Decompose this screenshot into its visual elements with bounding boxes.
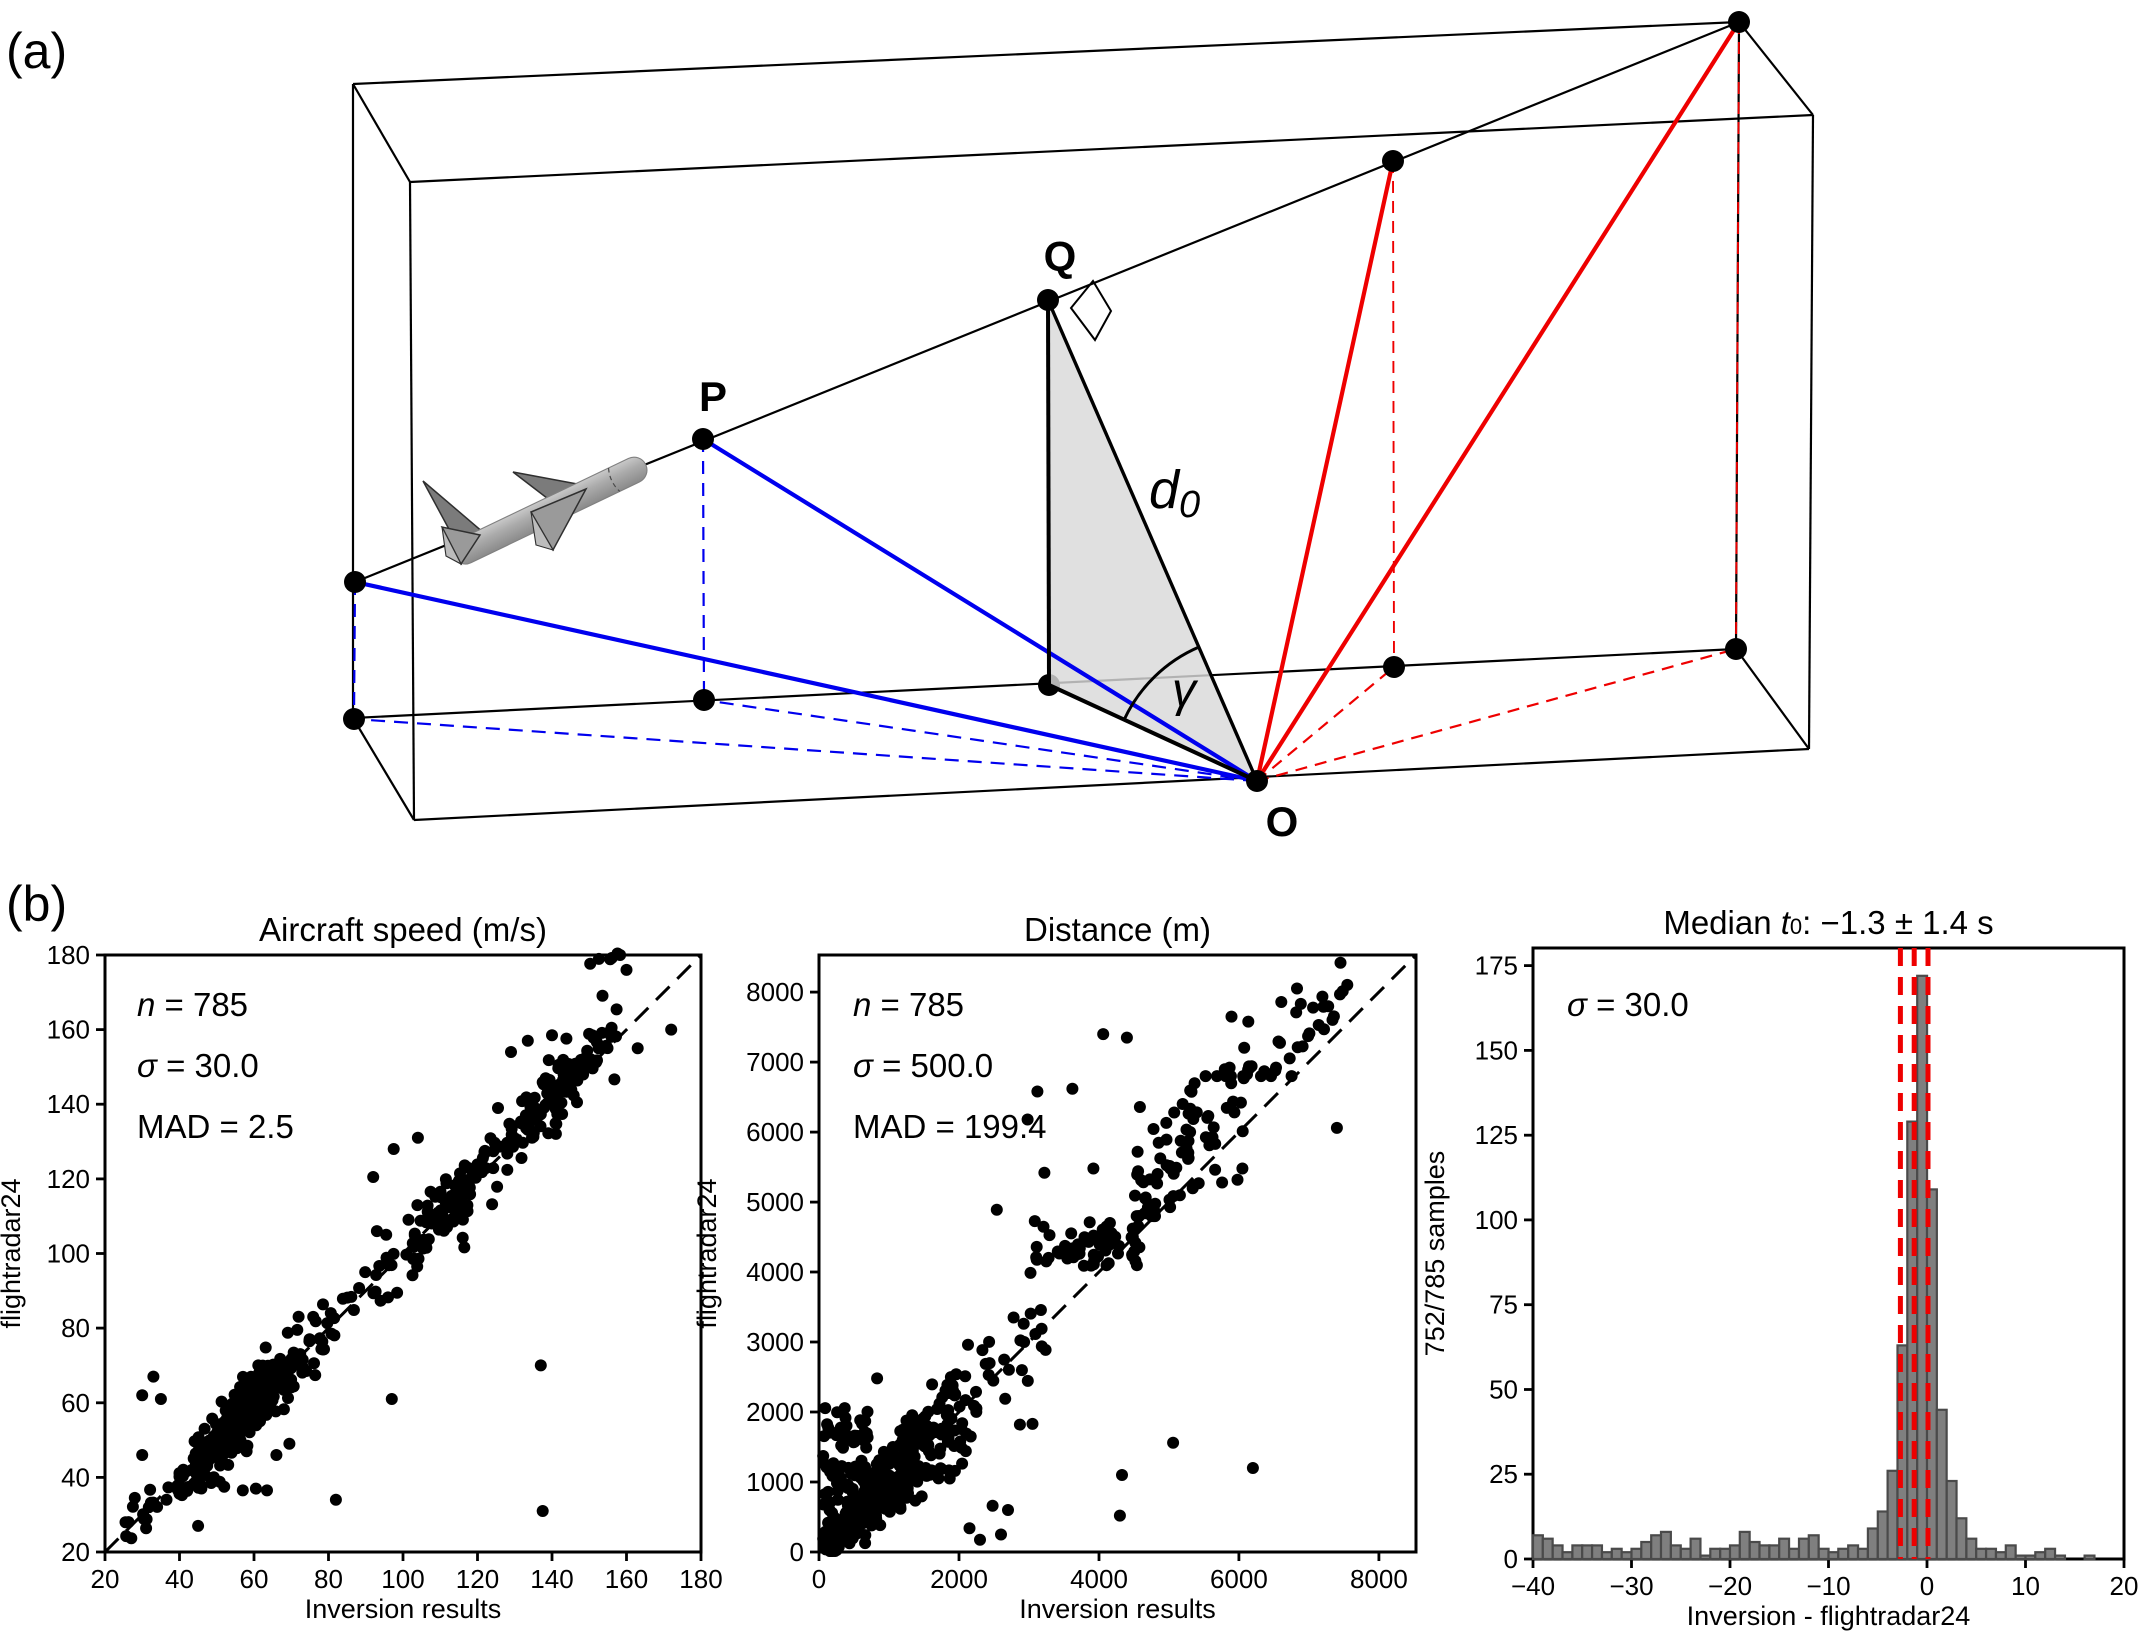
svg-text:MAD = 2.5: MAD = 2.5 [137, 1108, 294, 1145]
svg-text:0: 0 [1920, 1571, 1934, 1601]
svg-text:MAD = 199.4: MAD = 199.4 [853, 1108, 1047, 1145]
svg-text:8000: 8000 [1350, 1564, 1408, 1594]
svg-text:flightradar24: flightradar24 [692, 1178, 722, 1328]
svg-text:50: 50 [1489, 1375, 1518, 1405]
svg-text:20: 20 [61, 1537, 90, 1567]
svg-text:752/785 samples: 752/785 samples [1420, 1151, 1450, 1357]
svg-text:5000: 5000 [746, 1187, 804, 1217]
svg-text:(a): (a) [6, 23, 67, 79]
svg-text:Inversion results: Inversion results [305, 1594, 502, 1624]
svg-text:120: 120 [456, 1564, 499, 1594]
svg-text:4000: 4000 [1070, 1564, 1128, 1594]
svg-text:−20: −20 [1708, 1571, 1752, 1601]
svg-text:100: 100 [47, 1239, 90, 1269]
svg-text:20: 20 [2110, 1571, 2139, 1601]
svg-text:−30: −30 [1609, 1571, 1653, 1601]
svg-text:0: 0 [1504, 1544, 1518, 1574]
svg-text:100: 100 [381, 1564, 424, 1594]
svg-text:6000: 6000 [1210, 1564, 1268, 1594]
svg-text:Q: Q [1044, 233, 1077, 280]
svg-text:7000: 7000 [746, 1047, 804, 1077]
svg-text:6000: 6000 [746, 1117, 804, 1147]
svg-text:Inversion - flightradar24: Inversion - flightradar24 [1687, 1601, 1971, 1631]
svg-text:σ = 30.0: σ = 30.0 [137, 1047, 259, 1084]
svg-text:80: 80 [314, 1564, 343, 1594]
svg-text:0: 0 [812, 1564, 826, 1594]
svg-text:180: 180 [47, 940, 90, 970]
svg-text:75: 75 [1489, 1290, 1518, 1320]
svg-text:flightradar24: flightradar24 [0, 1178, 26, 1328]
svg-text:80: 80 [61, 1313, 90, 1343]
svg-text:175: 175 [1475, 951, 1518, 981]
svg-text:d0: d0 [1149, 460, 1200, 526]
svg-text:Median t0: −1.3 ± 1.4 s: Median t0: −1.3 ± 1.4 s [1663, 904, 1993, 941]
svg-text:3000: 3000 [746, 1327, 804, 1357]
svg-text:60: 60 [61, 1388, 90, 1418]
svg-text:120: 120 [47, 1164, 90, 1194]
svg-text:σ = 30.0: σ = 30.0 [1567, 986, 1689, 1023]
svg-text:0: 0 [790, 1537, 804, 1567]
svg-text:60: 60 [240, 1564, 269, 1594]
svg-text:150: 150 [1475, 1035, 1518, 1065]
svg-text:2000: 2000 [746, 1397, 804, 1427]
svg-text:40: 40 [61, 1462, 90, 1492]
svg-text:100: 100 [1475, 1205, 1518, 1235]
svg-text:25: 25 [1489, 1459, 1518, 1489]
svg-text:O: O [1266, 798, 1299, 845]
svg-text:140: 140 [530, 1564, 573, 1594]
svg-text:125: 125 [1475, 1120, 1518, 1150]
svg-text:160: 160 [605, 1564, 648, 1594]
svg-text:Aircraft speed (m/s): Aircraft speed (m/s) [259, 911, 547, 948]
svg-text:Distance (m): Distance (m) [1024, 911, 1211, 948]
svg-text:160: 160 [47, 1015, 90, 1045]
svg-text:8000: 8000 [746, 977, 804, 1007]
svg-text:1000: 1000 [746, 1467, 804, 1497]
svg-text:(b): (b) [6, 876, 67, 932]
svg-text:2000: 2000 [930, 1564, 988, 1594]
svg-text:20: 20 [91, 1564, 120, 1594]
svg-text:140: 140 [47, 1089, 90, 1119]
svg-text:γ: γ [1172, 664, 1199, 717]
svg-text:180: 180 [679, 1564, 722, 1594]
svg-text:Inversion results: Inversion results [1019, 1594, 1216, 1624]
svg-text:P: P [699, 373, 727, 420]
svg-text:−10: −10 [1806, 1571, 1850, 1601]
svg-text:n = 785: n = 785 [137, 986, 248, 1023]
svg-text:n = 785: n = 785 [853, 986, 964, 1023]
svg-text:10: 10 [2011, 1571, 2040, 1601]
svg-text:−40: −40 [1511, 1571, 1555, 1601]
svg-text:40: 40 [165, 1564, 194, 1594]
svg-text:4000: 4000 [746, 1257, 804, 1287]
svg-text:σ = 500.0: σ = 500.0 [853, 1047, 993, 1084]
